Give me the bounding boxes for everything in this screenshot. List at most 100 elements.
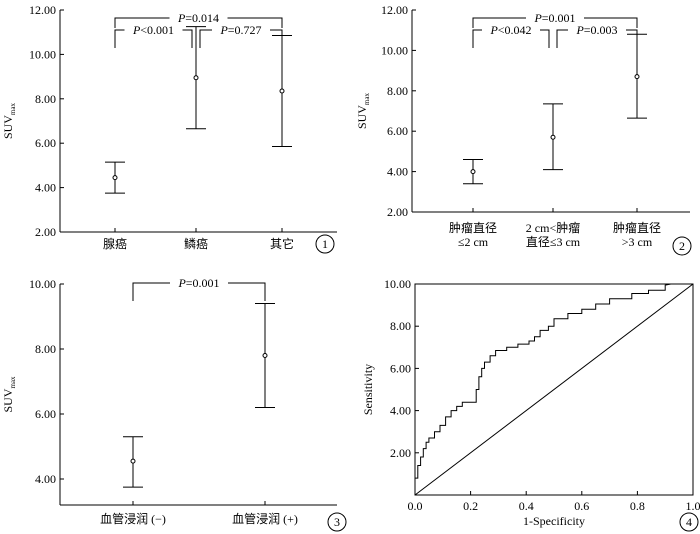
p-value-symbol: P xyxy=(575,23,584,37)
p-value-label: P=0.001 xyxy=(533,11,575,25)
comparison-bracket-left xyxy=(199,29,212,48)
mean-point xyxy=(112,175,118,181)
y-tick-label: 6.00 xyxy=(387,124,408,138)
y-tick-label: 6.00 xyxy=(390,361,411,375)
p-value-label: P=0.727 xyxy=(219,23,261,37)
y-tick-label: 4.00 xyxy=(387,165,408,179)
panel-number-badge xyxy=(679,512,699,532)
y-axis-label-subscript: max xyxy=(9,376,17,389)
y-tick-label: 6.00 xyxy=(35,136,56,150)
comparison-bracket-right xyxy=(584,17,638,28)
y-tick-label: 8.00 xyxy=(390,319,411,333)
reference-diagonal xyxy=(414,283,694,496)
p-value-text: =0.014 xyxy=(185,11,219,25)
p-value-label: P=0.003 xyxy=(575,23,617,37)
panel-number: 4 xyxy=(686,515,692,529)
y-tick-label: 12.00 xyxy=(29,3,56,17)
panel-3-suv-by-vascular-invasion: 4.00 6.00 8.00 10.00 血管浸润 (−) 血管浸润 (+) P=0.001… xyxy=(1,276,347,532)
x-tick-label: 0.6 xyxy=(574,499,589,513)
x-tick-label: 0.0 xyxy=(408,499,423,513)
p-value-label: P<0.042 xyxy=(489,23,531,37)
panel-number: 1 xyxy=(322,237,328,251)
mean-point xyxy=(634,74,640,80)
y-tick-label: 6.00 xyxy=(35,407,56,421)
p-value-text: <0.042 xyxy=(498,23,532,37)
y-tick-label: 8.00 xyxy=(35,342,56,356)
comparison-bracket-left xyxy=(556,29,568,48)
mean-point xyxy=(470,169,476,175)
y-axis-label: SUVmax xyxy=(1,376,17,413)
x-tick-label: 0.8 xyxy=(630,499,645,513)
y-axis-label-subscript: max xyxy=(363,92,371,105)
y-axis-label: SUVmax xyxy=(355,92,371,129)
comparison-bracket-right xyxy=(540,29,550,48)
panel-number: 2 xyxy=(679,239,685,253)
y-tick-label: 8.00 xyxy=(35,92,56,106)
y-tick-label: 4.00 xyxy=(35,472,56,486)
p-value-symbol: P xyxy=(132,23,141,37)
x-category-label: 肿瘤直径 xyxy=(449,220,497,235)
x-category-label: 直径≤3 cm xyxy=(526,235,581,249)
p-value-symbol: P xyxy=(177,276,186,290)
y-tick-label: 2.00 xyxy=(387,205,408,219)
x-category-label: 肿瘤直径 xyxy=(613,220,661,235)
panel-number-badge xyxy=(315,234,335,254)
plot-frame xyxy=(414,283,694,496)
p-value-symbol: P xyxy=(219,23,228,37)
y-tick-label: 4.00 xyxy=(35,181,56,195)
x-category-label: 鳞癌 xyxy=(184,236,208,251)
y-axis-label: SUVmax xyxy=(1,102,17,139)
comparison-bracket-left xyxy=(114,29,125,48)
comparison-bracket-left xyxy=(472,17,526,28)
x-category-label: >3 cm xyxy=(622,235,653,249)
p-value-text: =0.727 xyxy=(228,23,262,37)
p-value-text: =0.003 xyxy=(584,23,618,37)
comparison-bracket-right xyxy=(626,29,638,48)
x-category-label: 血管浸润 (+) xyxy=(232,511,298,526)
y-tick-label: 10.00 xyxy=(29,47,56,61)
panel-number-badge xyxy=(327,512,347,532)
x-tick-label: 0.4 xyxy=(519,499,534,513)
p-value-label: P<0.001 xyxy=(132,23,174,37)
comparison-bracket-right xyxy=(227,17,283,28)
mean-point xyxy=(262,353,268,358)
mean-point xyxy=(130,458,136,464)
y-tick-label: 12.00 xyxy=(381,3,408,17)
x-axis-label: 1-Specificity xyxy=(523,514,585,528)
comparison-bracket-left xyxy=(472,29,482,48)
y-tick-label: 10.00 xyxy=(381,43,408,57)
x-category-label: 2 cm<肿瘤 xyxy=(526,220,580,235)
p-value-symbol: P xyxy=(533,11,542,25)
y-tick-label: 4.00 xyxy=(390,404,411,418)
comparison-bracket-right xyxy=(228,282,266,301)
p-value-text: <0.001 xyxy=(140,23,174,37)
panel-number-badge xyxy=(672,236,692,256)
x-category-label: ≤2 cm xyxy=(458,235,489,249)
p-value-symbol: P xyxy=(489,23,498,37)
p-value-text: =0.001 xyxy=(542,11,576,25)
p-value-label: P=0.014 xyxy=(177,11,219,25)
mean-point xyxy=(193,75,199,81)
y-axis-label-subscript: max xyxy=(9,102,17,115)
x-category-label: 腺癌 xyxy=(103,236,127,251)
y-tick-label: 10.00 xyxy=(384,277,411,291)
p-value-text: =0.001 xyxy=(186,276,220,290)
x-tick-label: 1.0 xyxy=(686,499,700,513)
x-tick-label: 0.2 xyxy=(463,499,478,513)
y-axis-label-main: SUV xyxy=(1,388,15,412)
y-axis-label-main: SUV xyxy=(1,115,15,139)
x-category-label: 血管浸润 (−) xyxy=(100,511,166,526)
y-tick-label: 2.00 xyxy=(390,446,411,460)
comparison-bracket-right xyxy=(182,29,193,48)
mean-point xyxy=(279,88,285,94)
p-value-label: P=0.001 xyxy=(177,276,219,290)
comparison-bracket-left xyxy=(132,282,170,301)
comparison-bracket-right xyxy=(270,29,283,48)
p-value-symbol: P xyxy=(177,11,186,25)
panel-number: 3 xyxy=(334,515,340,529)
comparison-bracket-left xyxy=(114,17,170,28)
y-tick-label: 2.00 xyxy=(35,225,56,239)
